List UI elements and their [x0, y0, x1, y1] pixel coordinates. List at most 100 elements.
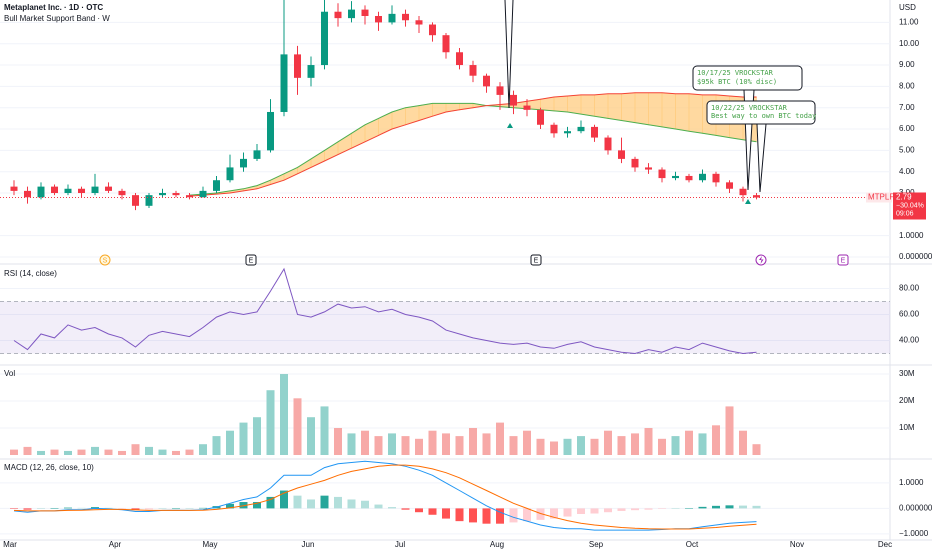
macd-histogram-bar — [590, 508, 599, 514]
event-label: S — [103, 257, 108, 264]
macd-title: MACD (12, 26, close, 10) — [4, 463, 94, 472]
volume-bar — [374, 436, 383, 455]
y-tick-label: −1.0000 — [899, 529, 929, 538]
macd-histogram-bar — [334, 496, 342, 509]
candle-body — [618, 150, 625, 159]
volume-bar — [590, 438, 599, 455]
x-tick-label: Oct — [686, 540, 699, 549]
volume-bar — [320, 406, 329, 455]
volume-bar — [523, 430, 531, 455]
candle-body — [537, 109, 544, 125]
event-label: E — [249, 257, 254, 264]
band-line — [189, 102, 757, 196]
candle-body — [280, 54, 288, 112]
macd-histogram-bar — [253, 502, 261, 509]
y-tick-label: 9.00 — [899, 60, 915, 69]
macd-histogram-bar — [563, 508, 572, 517]
volume-bar — [118, 450, 126, 455]
y-tick-label: 80.00 — [899, 284, 920, 293]
volume-bar — [293, 398, 302, 455]
macd-histogram-bar — [388, 507, 396, 509]
callouts: 10/17/25 VROCKSTAR $95k BTC (10% disc) 1… — [504, 0, 816, 266]
macd-histogram-bar — [509, 508, 518, 523]
volume-bar — [388, 433, 396, 455]
volume-bar — [550, 441, 558, 455]
volume-bar — [226, 430, 234, 455]
candle-body — [226, 167, 234, 181]
candle-body — [334, 11, 342, 19]
rsi-band — [0, 301, 890, 354]
macd-histogram-bar — [631, 508, 639, 511]
y-tick-label: 5.00 — [899, 145, 915, 154]
macd-line — [13, 460, 757, 531]
x-tick-label: Aug — [490, 540, 504, 549]
macd-histogram-bar — [698, 506, 707, 509]
volume-bar — [563, 438, 572, 455]
event-icon — [530, 254, 542, 266]
macd-histogram-bar — [172, 508, 180, 509]
volume-bar — [671, 436, 680, 455]
annotation-text: $95k BTC (10% disc) — [697, 78, 777, 86]
volume-bar — [347, 433, 356, 455]
y-tick-label: 0.000000 — [899, 504, 932, 513]
y-tick-label: 60.00 — [899, 310, 920, 319]
macd-histogram-bar — [469, 508, 477, 523]
x-tick-label: Apr — [109, 540, 122, 549]
band-fill — [553, 95, 568, 113]
volume-bar — [91, 446, 99, 455]
band-fill — [634, 92, 649, 126]
event-icon — [99, 254, 111, 266]
macd-histogram-bar — [320, 495, 329, 509]
callout-box — [692, 65, 803, 91]
event-icon — [245, 254, 257, 266]
change-tag: −30.04% — [896, 202, 924, 209]
signal-marker — [745, 199, 751, 204]
volume-bar — [172, 450, 180, 455]
volume-title: Vol — [4, 369, 15, 378]
macd-histogram-bar — [415, 508, 423, 513]
volume-bar — [307, 417, 315, 455]
macd-histogram-bar — [145, 508, 153, 510]
x-tick-label: Dec — [878, 540, 892, 549]
macd-histogram-bar — [307, 499, 315, 509]
x-tick-label: Jul — [395, 540, 405, 549]
candle-body — [645, 167, 652, 170]
y-tick-label: 6.00 — [899, 124, 915, 133]
macd-histogram-bar — [725, 505, 734, 509]
macd-histogram-bar — [361, 500, 369, 509]
candle-body — [564, 131, 571, 134]
event-label: E — [534, 257, 539, 264]
x-tick-label: Mar — [3, 540, 17, 549]
x-tick-label: May — [202, 540, 217, 549]
macd-histogram-bar — [77, 507, 86, 509]
volume-bar — [158, 449, 167, 455]
candle-body — [267, 111, 274, 151]
macd-histogram-bar — [23, 508, 32, 510]
candle-body — [294, 54, 301, 78]
macd-histogram-bar — [91, 507, 99, 509]
macd-histogram-bar — [577, 508, 585, 514]
y-tick-label: 7.00 — [899, 103, 915, 112]
volume-bar — [496, 422, 504, 455]
candle-body — [159, 193, 166, 196]
candle-body — [483, 75, 490, 87]
candle-body — [469, 65, 477, 76]
time-tag: 09:06 — [896, 210, 914, 217]
volume-pane — [0, 373, 890, 455]
candle-body — [186, 195, 193, 198]
callout-box — [706, 100, 816, 125]
band-fill — [675, 93, 690, 132]
volume-bar — [37, 450, 45, 455]
volume-bar — [23, 446, 32, 455]
macd-histogram-bar — [752, 505, 761, 509]
volume-bar — [536, 438, 545, 455]
volume-bar — [266, 390, 275, 455]
candle-body — [658, 169, 666, 179]
y-tick-label: 0.000000 — [899, 252, 932, 261]
band-fill — [688, 93, 703, 134]
macd-histogram-bar — [482, 508, 491, 524]
macd-histogram-bar — [644, 508, 653, 510]
volume-bar — [752, 444, 761, 455]
